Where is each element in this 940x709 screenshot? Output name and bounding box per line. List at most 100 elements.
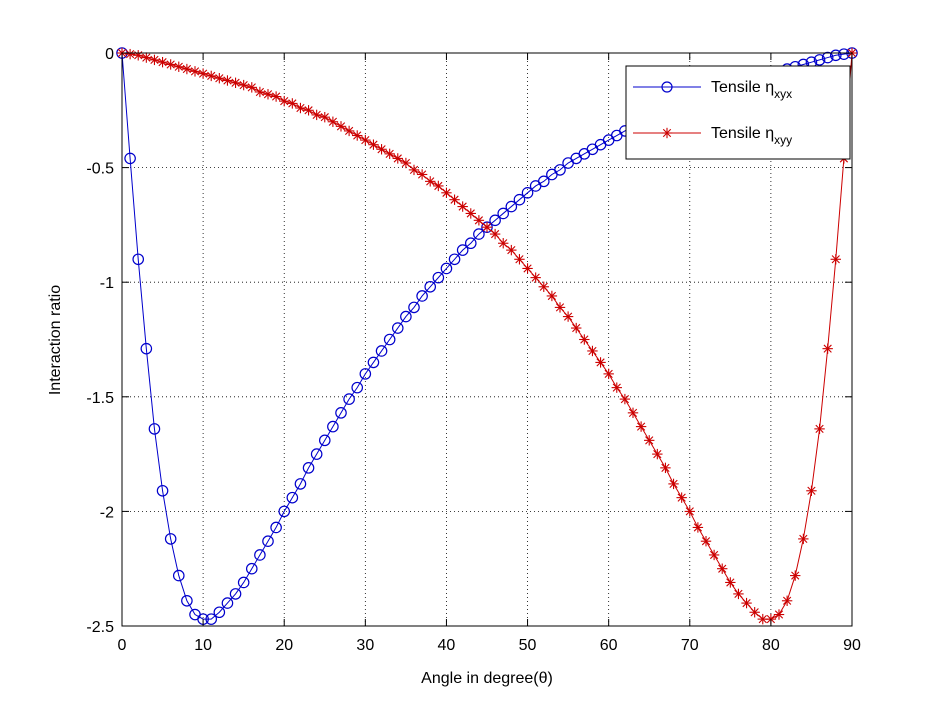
x-tick-label: 40 <box>438 637 456 654</box>
legend-entry-xyy: Tensile ηxyy <box>633 125 792 147</box>
data-point <box>441 187 452 199</box>
data-point <box>221 597 234 609</box>
data-point <box>489 214 501 227</box>
y-tick-label: -0.5 <box>86 161 114 178</box>
legend-label-xyx-sub: xyx <box>774 87 792 101</box>
data-point <box>181 594 193 607</box>
data-point <box>513 193 526 206</box>
data-point <box>814 423 825 435</box>
data-point <box>571 322 582 334</box>
data-point <box>246 82 257 93</box>
data-point <box>157 56 168 68</box>
data-point <box>278 505 291 518</box>
data-point <box>294 478 307 490</box>
data-point <box>213 606 226 619</box>
data-point <box>148 423 161 435</box>
data-point <box>798 533 809 545</box>
grid <box>122 53 852 626</box>
data-point <box>595 357 606 368</box>
data-point <box>416 169 428 180</box>
data-point <box>660 462 671 474</box>
data-point <box>700 535 712 547</box>
data-point <box>611 382 622 393</box>
data-point <box>335 407 347 419</box>
data-point <box>245 562 258 575</box>
data-point <box>424 280 437 293</box>
data-point <box>359 368 372 380</box>
data-point <box>156 484 169 497</box>
data-point <box>237 576 250 589</box>
data-point <box>554 302 566 313</box>
data-point <box>279 95 290 107</box>
x-tick-label: 0 <box>118 637 127 654</box>
legend: Tensile ηxyx Tensile ηxyy <box>625 65 851 160</box>
data-point <box>197 68 209 79</box>
data-point <box>360 134 371 146</box>
data-point <box>530 272 541 283</box>
data-point <box>506 244 517 256</box>
data-point <box>684 506 695 517</box>
data-point <box>222 75 233 86</box>
data-point <box>400 157 412 169</box>
data-point <box>230 77 241 88</box>
x-tick-label: 60 <box>600 637 618 654</box>
data-point <box>481 221 493 233</box>
data-point <box>522 263 533 274</box>
data-point <box>311 109 322 121</box>
series-xyy <box>116 47 858 625</box>
data-point <box>302 462 315 474</box>
x-tick-label: 20 <box>275 637 293 654</box>
data-point <box>327 420 339 433</box>
x-axis-label: Angle in degree(θ) <box>421 670 553 687</box>
data-point <box>692 522 704 533</box>
data-point <box>149 54 160 66</box>
data-point <box>376 144 387 155</box>
series-layer <box>116 47 858 625</box>
data-point <box>351 381 364 394</box>
x-tick-label: 80 <box>762 637 780 654</box>
y-axis-label: Interaction ratio <box>47 285 64 395</box>
data-point <box>457 201 468 212</box>
data-point <box>254 549 266 561</box>
data-point <box>375 345 388 357</box>
data-point <box>749 607 760 618</box>
data-point <box>335 121 347 132</box>
data-point <box>172 569 185 582</box>
data-point <box>773 609 785 620</box>
data-point <box>133 50 144 61</box>
data-point <box>303 105 314 116</box>
data-point <box>425 176 436 187</box>
data-point <box>214 73 225 84</box>
data-point <box>757 613 768 625</box>
data-point <box>286 491 299 504</box>
data-point <box>262 89 274 100</box>
axes-box <box>121 52 853 627</box>
data-point <box>270 521 282 534</box>
data-point <box>781 595 793 606</box>
data-point <box>587 345 598 357</box>
data-point <box>473 215 485 226</box>
x-tick-label: 10 <box>194 637 212 654</box>
data-point <box>579 334 590 345</box>
data-point <box>295 102 306 114</box>
data-point <box>270 91 282 102</box>
legend-entry-xyx: Tensile ηxyx <box>633 79 792 101</box>
data-point <box>562 311 574 322</box>
data-point <box>238 79 249 91</box>
data-point <box>790 570 801 581</box>
data-point <box>254 86 266 98</box>
data-point <box>456 244 469 256</box>
legend-marker-star-icon <box>661 127 673 139</box>
data-point <box>514 254 525 265</box>
data-point <box>318 434 331 447</box>
data-point <box>644 435 655 446</box>
data-point <box>806 485 817 496</box>
data-point <box>433 180 444 192</box>
data-point <box>391 322 404 334</box>
data-point <box>384 148 395 160</box>
data-point <box>124 152 136 165</box>
y-tick-label: -2.5 <box>86 619 114 636</box>
data-point <box>830 254 841 265</box>
data-point <box>498 238 509 249</box>
